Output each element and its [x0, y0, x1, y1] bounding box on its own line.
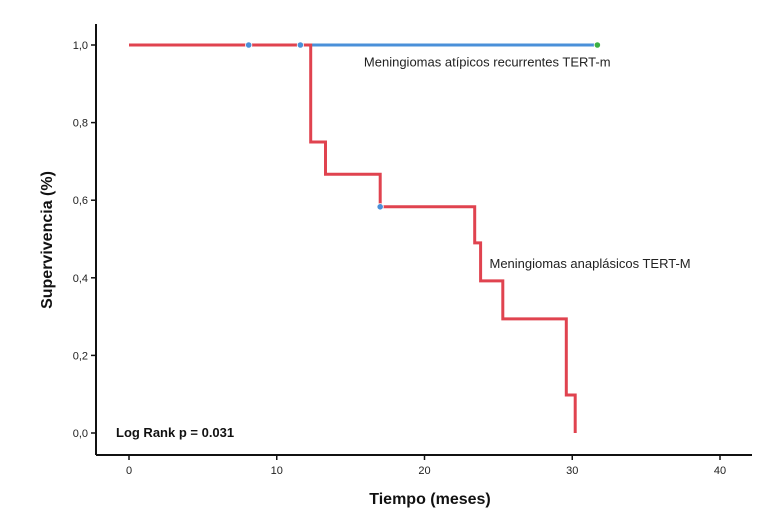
y-tick-label: 0,0	[73, 428, 88, 440]
y-tick-label: 0,8	[73, 118, 88, 130]
log-rank-label: Log Rank p = 0.031	[116, 425, 234, 440]
x-tick-label: 0	[126, 465, 132, 477]
series-layer	[129, 41, 601, 433]
y-tick-label: 0,4	[73, 273, 88, 285]
x-tick-label: 20	[418, 465, 430, 477]
y-tick-label: 0,6	[73, 195, 88, 207]
series-line-anaplasicos	[129, 43, 577, 433]
series-annotation: Meningiomas anaplásicos TERT-M	[490, 256, 691, 271]
annotation-layer: Meningiomas atípicos recurrentes TERT-m M…	[364, 54, 691, 271]
y-axis-title: Supervivencia (%)	[39, 171, 56, 309]
censor-marker-atipicos	[593, 41, 601, 49]
censor-marker-anaplasicos	[296, 41, 304, 49]
censor-marker-anaplasicos	[376, 203, 384, 211]
x-tick-label: 10	[271, 465, 283, 477]
x-tick-label: 30	[566, 465, 578, 477]
censor-marker-anaplasicos	[245, 41, 253, 49]
x-axis: 0 10 20 30 40	[96, 454, 752, 477]
x-tick-label: 40	[714, 465, 726, 477]
y-tick-label: 0,2	[73, 350, 88, 362]
series-annotation: Meningiomas atípicos recurrentes TERT-m	[364, 54, 611, 69]
y-axis: 0,0 0,2 0,4 0,6 0,8 1,0	[73, 24, 97, 455]
x-axis-title: Tiempo (meses)	[369, 491, 491, 508]
y-tick-label: 1,0	[73, 40, 88, 52]
